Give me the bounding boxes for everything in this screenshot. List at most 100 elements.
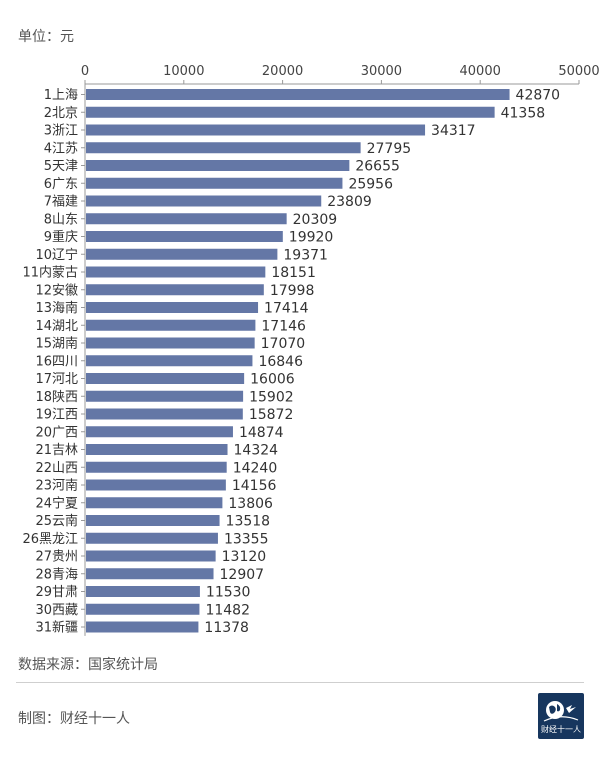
value-label: 11530: [206, 585, 251, 601]
bar: [86, 195, 322, 207]
bar: [86, 373, 245, 384]
category-label: 2北京: [44, 106, 78, 121]
globe-icon: [543, 701, 579, 722]
category-label: 25云南: [35, 513, 78, 529]
value-label: 25956: [348, 176, 393, 192]
value-label: 14324: [234, 443, 279, 459]
value-label: 27795: [367, 141, 412, 157]
bar: [86, 160, 350, 171]
x-axis: 0 10000 20000 30000 40000 50000: [81, 64, 600, 636]
bar: [86, 355, 253, 367]
bars: 1上海 42870 2北京 41358 3浙江 34317 4江苏 27795 5天津 26655…: [22, 88, 560, 637]
value-label: 17070: [261, 336, 306, 352]
value-label: 16006: [250, 372, 295, 388]
category-label: 13海南: [35, 300, 78, 316]
value-label: 16846: [258, 354, 303, 370]
category-label: 6广东: [44, 177, 78, 192]
bar: [86, 390, 244, 402]
value-label: 17146: [261, 318, 306, 334]
value-label: 18151: [271, 265, 316, 281]
category-label: 9重庆: [44, 229, 78, 245]
category-label: 21吉林: [35, 443, 78, 458]
bar: [86, 568, 214, 580]
x-tick-label: 40000: [460, 64, 501, 79]
category-label: 28青海: [35, 567, 78, 582]
value-label: 42870: [516, 88, 561, 104]
value-label: 15872: [249, 407, 294, 423]
value-label: 26655: [355, 159, 400, 175]
bar: [86, 532, 218, 544]
bar: [86, 106, 495, 118]
category-label: 3浙江: [44, 124, 78, 139]
bar: [86, 248, 278, 260]
x-tick-label: 0: [81, 64, 89, 79]
bar-chart: 0 10000 20000 30000 40000 50000 1上海 42870 2北京 41…: [22, 64, 600, 637]
category-label: 1上海: [44, 88, 78, 103]
value-label: 20309: [293, 212, 338, 228]
bar: [86, 444, 228, 455]
data-source: 数据来源：国家统计局: [18, 657, 158, 673]
category-label: 11内蒙古: [22, 265, 78, 281]
chart-credit: 制图：财经十一人: [18, 711, 130, 727]
bar: [86, 231, 283, 242]
divider: [16, 682, 584, 683]
category-label: 20广西: [35, 425, 78, 440]
value-label: 34317: [431, 123, 476, 139]
bar: [86, 177, 343, 189]
category-label: 4江苏: [44, 140, 78, 156]
value-label: 13120: [222, 549, 267, 565]
category-label: 8山东: [44, 212, 78, 227]
x-tick-label: 20000: [262, 64, 303, 79]
bar: [86, 319, 256, 331]
category-label: 18陕西: [35, 390, 78, 405]
bar: [86, 408, 243, 420]
category-label: 16四川: [35, 354, 78, 369]
value-label: 19371: [283, 247, 328, 263]
value-label: 19920: [289, 230, 334, 246]
value-label: 13355: [224, 531, 269, 547]
bar: [86, 142, 361, 154]
brand-logo: 财经十一人: [538, 693, 584, 739]
value-label: 11378: [204, 620, 249, 636]
value-label: 23809: [327, 194, 372, 210]
bar: [86, 284, 264, 296]
x-tick-label: 10000: [163, 64, 204, 79]
value-label: 13518: [226, 514, 271, 530]
bar: [86, 550, 216, 562]
bar: [86, 337, 255, 349]
value-label: 41358: [501, 105, 546, 121]
category-label: 17河北: [35, 372, 78, 387]
bar: [86, 461, 227, 473]
bar: [86, 497, 223, 509]
value-label: 12907: [220, 567, 265, 583]
bar: [86, 479, 226, 491]
category-label: 10辽宁: [35, 247, 78, 263]
category-label: 24宁夏: [35, 495, 78, 511]
category-label: 23河南: [35, 478, 78, 494]
bar: [86, 426, 233, 438]
category-label: 22山西: [35, 461, 78, 476]
bar: [86, 89, 510, 100]
unit-label: 单位：元: [18, 29, 74, 45]
category-label: 15湖南: [35, 336, 78, 352]
category-label: 30西藏: [35, 603, 78, 618]
bar: [86, 266, 266, 278]
category-label: 12安徽: [35, 283, 78, 298]
category-label: 14湖北: [35, 319, 78, 334]
logo-text: 财经十一人: [541, 725, 581, 734]
x-tick-label: 50000: [558, 64, 599, 79]
category-label: 5天津: [44, 159, 78, 174]
value-label: 17998: [270, 283, 315, 299]
category-label: 31新疆: [35, 620, 78, 636]
x-tick-label: 30000: [361, 64, 402, 79]
category-label: 27贵州: [35, 550, 78, 565]
bar: [86, 124, 426, 136]
value-label: 17414: [264, 301, 309, 317]
value-label: 11482: [205, 602, 250, 618]
bar: [86, 586, 200, 597]
category-label: 19江西: [35, 408, 78, 423]
value-label: 14156: [232, 478, 277, 494]
value-label: 14874: [239, 425, 284, 441]
value-label: 13806: [228, 496, 273, 512]
bar: [86, 302, 259, 313]
